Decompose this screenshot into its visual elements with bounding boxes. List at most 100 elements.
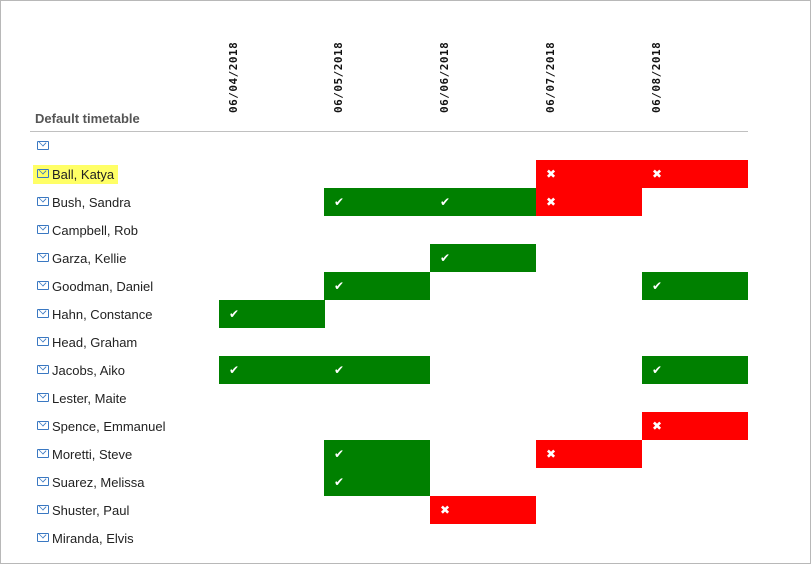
mail-icon[interactable]: [37, 477, 49, 486]
date-header-label: 06/06/2018: [438, 41, 451, 113]
table-row: Ball, Katya ✖ ✖: [30, 160, 750, 188]
date-header-2: 06/06/2018: [438, 41, 458, 126]
table-row: Campbell, Rob: [30, 216, 750, 244]
available-cell: ✔: [324, 188, 430, 216]
mail-icon[interactable]: [37, 337, 49, 346]
available-cell: ✔: [324, 468, 430, 496]
participant-name-cell: Campbell, Rob: [33, 221, 142, 240]
date-header-label: 06/04/2018: [227, 41, 240, 113]
cross-icon: ✖: [652, 419, 663, 433]
participant-name: Campbell, Rob: [52, 223, 138, 238]
participant-name-cell: Head, Graham: [33, 333, 141, 352]
date-header-1: 06/05/2018: [332, 41, 352, 126]
mail-icon[interactable]: [37, 281, 49, 290]
check-icon: ✔: [652, 363, 663, 377]
available-cell: ✔: [219, 300, 325, 328]
participant-name: Miranda, Elvis: [52, 531, 134, 546]
participant-name-cell: Garza, Kellie: [33, 249, 130, 268]
check-icon: ✔: [334, 475, 345, 489]
participant-name-cell: Jacobs, Aiko: [33, 361, 129, 380]
participant-name-cell: Suarez, Melissa: [33, 473, 148, 492]
participant-name-cell: Ball, Katya: [33, 165, 119, 184]
date-header-label: 06/07/2018: [544, 41, 557, 113]
participant-name: Hahn, Constance: [52, 307, 153, 322]
check-icon: ✔: [440, 195, 451, 209]
participant-name: Moretti, Steve: [52, 447, 133, 462]
check-icon: ✔: [229, 307, 240, 321]
available-cell: ✔: [642, 356, 748, 384]
mail-icon[interactable]: [37, 449, 49, 458]
check-icon: ✔: [334, 363, 345, 377]
available-cell: ✔: [324, 272, 430, 300]
unavailable-cell: ✖: [642, 160, 748, 188]
check-icon: ✔: [652, 279, 663, 293]
mail-icon[interactable]: [37, 169, 49, 178]
participant-name-cell: Goodman, Daniel: [33, 277, 157, 296]
table-row: Head, Graham: [30, 328, 750, 356]
table-row: Goodman, Daniel ✔ ✔: [30, 272, 750, 300]
check-icon: ✔: [334, 447, 345, 461]
unavailable-cell: ✖: [536, 440, 642, 468]
participant-name-cell: Lester, Maite: [33, 389, 130, 408]
available-cell: ✔: [324, 356, 430, 384]
available-cell: ✔: [430, 244, 536, 272]
date-header-4: 06/08/2018: [650, 41, 670, 126]
mail-icon[interactable]: [37, 253, 49, 262]
participant-name: Bush, Sandra: [52, 195, 131, 210]
participant-name: Lester, Maite: [52, 391, 127, 406]
date-header-label: 06/05/2018: [332, 41, 345, 113]
participant-name-cell: Bush, Sandra: [33, 193, 135, 212]
mail-icon[interactable]: [37, 421, 49, 430]
table-row: Hahn, Constance ✔: [30, 300, 750, 328]
mail-icon[interactable]: [37, 505, 49, 514]
table-row: [30, 132, 750, 160]
table-row: Miranda, Elvis: [30, 524, 750, 552]
participant-name: Ball, Katya: [52, 167, 115, 182]
table-row: Garza, Kellie ✔: [30, 244, 750, 272]
mail-icon[interactable]: [37, 225, 49, 234]
available-cell: ✔: [430, 188, 536, 216]
date-header-0: 06/04/2018: [227, 41, 247, 126]
date-header-label: 06/08/2018: [650, 41, 663, 113]
cross-icon: ✖: [440, 503, 451, 517]
cross-icon: ✖: [546, 447, 557, 461]
participant-name: Jacobs, Aiko: [52, 363, 125, 378]
participant-name: Garza, Kellie: [52, 251, 127, 266]
participant-name: Spence, Emmanuel: [52, 419, 166, 434]
participant-name-cell: Miranda, Elvis: [33, 529, 138, 548]
mail-icon[interactable]: [37, 533, 49, 542]
available-cell: ✔: [324, 440, 430, 468]
cross-icon: ✖: [546, 167, 557, 181]
available-cell: ✔: [642, 272, 748, 300]
table-row: Lester, Maite: [30, 384, 750, 412]
mail-icon[interactable]: [37, 197, 49, 206]
table-row: Bush, Sandra ✔ ✔ ✖: [30, 188, 750, 216]
participant-name-cell: Moretti, Steve: [33, 445, 136, 464]
table-row: Shuster, Paul ✖: [30, 496, 750, 524]
participant-name: Goodman, Daniel: [52, 279, 154, 294]
table-row: Jacobs, Aiko ✔ ✔ ✔: [30, 356, 750, 384]
participant-name-cell: Hahn, Constance: [33, 305, 156, 324]
participant-name-cell: Spence, Emmanuel: [33, 417, 169, 436]
table-row: Moretti, Steve ✔ ✖: [30, 440, 750, 468]
mail-icon[interactable]: [37, 393, 49, 402]
unavailable-cell: ✖: [536, 160, 642, 188]
check-icon: ✔: [229, 363, 240, 377]
participant-name: Head, Graham: [52, 335, 138, 350]
check-icon: ✔: [334, 195, 345, 209]
participant-name: Shuster, Paul: [52, 503, 130, 518]
unavailable-cell: ✖: [642, 412, 748, 440]
header-divider: [30, 131, 748, 132]
mail-icon[interactable]: [37, 309, 49, 318]
unavailable-cell: ✖: [536, 188, 642, 216]
available-cell: ✔: [219, 356, 325, 384]
mail-icon[interactable]: [37, 365, 49, 374]
unavailable-cell: ✖: [430, 496, 536, 524]
timetable-title: Default timetable: [35, 111, 140, 126]
table-row: Suarez, Melissa ✔: [30, 468, 750, 496]
participant-name: Suarez, Melissa: [52, 475, 145, 490]
mail-icon[interactable]: [37, 141, 49, 150]
date-header-3: 06/07/2018: [544, 41, 564, 126]
check-icon: ✔: [334, 279, 345, 293]
participant-name-cell: Shuster, Paul: [33, 501, 133, 520]
